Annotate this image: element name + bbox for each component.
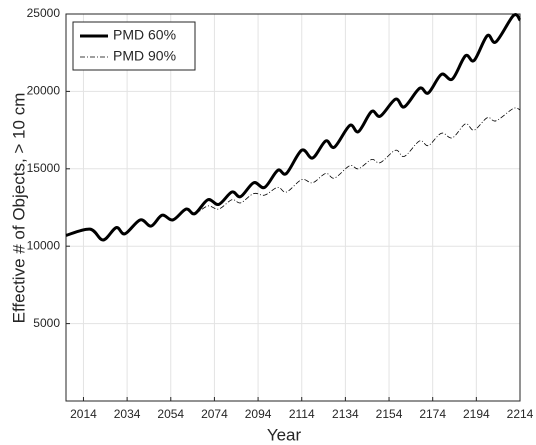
- x-tick-label: 2074: [201, 407, 228, 421]
- series-line: [65, 13, 522, 242]
- x-tick-label: 2154: [376, 407, 403, 421]
- y-axis-label: Effective # of Objects, > 10 cm: [9, 93, 28, 324]
- y-tick-label: 5000: [33, 316, 60, 330]
- y-tick-label: 25000: [27, 6, 61, 20]
- y-tick-label: 10000: [27, 238, 61, 252]
- y-tick-label: 20000: [27, 84, 61, 98]
- x-tick-label: 2094: [245, 407, 272, 421]
- x-axis-label: Year: [267, 425, 302, 444]
- x-tick-label: 2134: [332, 407, 359, 421]
- x-tick-label: 2114: [289, 407, 315, 421]
- x-tick-label: 2034: [114, 407, 141, 421]
- y-tick-label: 15000: [27, 161, 61, 175]
- plot-frame: [65, 13, 521, 402]
- legend-label: PMD 90%: [113, 48, 176, 64]
- legend-label: PMD 60%: [113, 27, 176, 43]
- x-tick-label: 2054: [157, 407, 184, 421]
- legend-box: [72, 21, 196, 71]
- x-tick-label: 2194: [463, 407, 490, 421]
- series-line: [65, 107, 521, 241]
- x-tick-label: 2174: [419, 407, 446, 421]
- x-tick-label: 2014: [70, 407, 97, 421]
- x-tick-label: 2214: [507, 407, 534, 421]
